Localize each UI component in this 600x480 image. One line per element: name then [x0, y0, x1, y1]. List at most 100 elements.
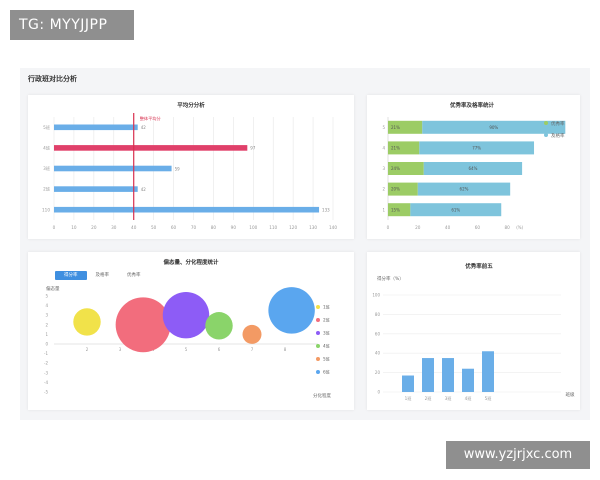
y-tick-label: 5班: [43, 124, 50, 131]
x-tick-label: 0: [387, 225, 390, 230]
x-axis-unit: (%): [516, 225, 523, 230]
x-tick-label: 80: [505, 225, 511, 230]
y-tick-label: 3: [45, 313, 48, 318]
bar-pass: [417, 182, 511, 196]
chart-title: 优秀率及格率统计: [450, 101, 495, 109]
pass-rate-chart: 优秀率及格率统计 0 20 40 60 80 (%) 15% 61% 1 20% 62% 2 24% 64%…: [382, 101, 566, 230]
y-tick-label: 60: [375, 331, 381, 336]
x-tick-label: 140: [329, 225, 337, 230]
y-tick-label: 5: [45, 294, 48, 299]
bar-pass: [419, 141, 535, 155]
x-tick-label: 120: [289, 225, 297, 230]
legend-swatch: [316, 357, 320, 361]
top-five-panel: 优秀率前五 得分率（%） 0 20 40 60 80 100 1班 2班 3班 4班 5班 班级: [367, 252, 580, 410]
excellent-label: 24%: [391, 166, 400, 171]
excellent-label: 15%: [391, 207, 400, 212]
chart-title: 优秀率前五: [465, 262, 493, 270]
x-tick-label: 2班: [425, 395, 432, 402]
legend-label: 2班: [323, 317, 330, 324]
bar-pass: [410, 203, 502, 217]
bar: [54, 206, 320, 213]
y-tick-label: 1: [45, 332, 48, 337]
pass-rate-panel: 优秀率及格率统计 0 20 40 60 80 (%) 15% 61% 1 20% 62% 2 24% 64%…: [367, 95, 580, 239]
chart-title: 偏态量、分化程度统计: [163, 258, 219, 266]
pass-label: 77%: [472, 146, 481, 151]
x-tick-label: 1班: [405, 395, 412, 402]
y-axis-label: 偏态量: [46, 285, 60, 292]
y-axis-label: 得分率（%）: [377, 275, 404, 282]
legend-swatch: [316, 305, 320, 309]
watermark-bottom: www.yzjrjxc.com: [446, 441, 590, 469]
y-tick-label: 4: [45, 303, 48, 308]
legend-swatch: [316, 344, 320, 348]
metric-tab[interactable]: 优秀率: [127, 273, 141, 278]
y-tick-label: 100: [372, 293, 380, 298]
x-axis-label: 班级: [566, 391, 575, 398]
legend-swatch: [316, 318, 320, 322]
y-tick-label: 2班: [43, 186, 50, 193]
x-tick-label: 4班: [465, 395, 472, 402]
bar: [462, 368, 474, 392]
x-tick-label: 2: [86, 347, 89, 352]
y-tick-label: 110: [42, 207, 50, 212]
y-tick-label: 3: [382, 166, 385, 171]
watermark-top: TG: MYYJJPP: [10, 10, 134, 40]
average-score-chart: 平均分分析 0 10 20 30 40 50 60 70 80 90 100 110 120 130 140 1…: [42, 101, 337, 230]
metric-tab[interactable]: 及格率: [95, 273, 110, 278]
y-tick-label: 0: [45, 342, 48, 347]
y-tick-label: -2: [44, 361, 48, 366]
bar-excellent: [388, 120, 423, 134]
legend-swatch: [544, 121, 548, 125]
bar-pass: [422, 120, 566, 134]
metric-tab[interactable]: 得分率: [55, 271, 87, 280]
pass-label: 62%: [460, 187, 469, 192]
x-tick-label: 40: [445, 225, 451, 230]
y-tick-label: 3班: [43, 165, 50, 172]
y-tick-label: 1: [382, 207, 385, 212]
bar-value-label: 42: [141, 187, 147, 192]
excellent-label: 21%: [391, 125, 400, 130]
bar: [402, 375, 414, 392]
bar-value-label: 133: [322, 208, 330, 213]
x-tick-label: 90: [231, 225, 237, 230]
skewness-chart: 偏态量、分化程度统计偏态量543210-1-2-3-4-52345678分化程度…: [44, 258, 331, 399]
bubble: [205, 312, 233, 340]
skewness-panel: 偏态量、分化程度统计偏态量543210-1-2-3-4-52345678分化程度…: [28, 252, 354, 410]
legend-swatch: [544, 133, 548, 137]
bar-value-label: 42: [141, 125, 147, 130]
x-tick-label: 100: [249, 225, 257, 230]
bar: [54, 186, 138, 192]
legend-swatch: [316, 370, 320, 374]
x-tick-label: 0: [53, 225, 56, 230]
pass-label: 61%: [451, 207, 460, 212]
legend-label: 及格率: [551, 132, 565, 139]
legend-label: 1班: [323, 304, 330, 311]
y-tick-label: 2: [382, 187, 385, 192]
bar-excellent: [388, 203, 411, 217]
bar: [54, 165, 172, 172]
bar-excellent: [388, 182, 418, 196]
y-tick-label: 80: [375, 312, 381, 317]
bubble: [73, 308, 101, 336]
legend-label: 优秀率: [551, 120, 565, 127]
x-tick-label: 40: [131, 225, 137, 230]
x-axis-label: 分化程度: [313, 392, 331, 399]
bar-pass: [423, 162, 523, 175]
chart-title: 平均分分析: [177, 101, 205, 109]
legend-label: 4班: [323, 343, 330, 350]
x-tick-label: 130: [309, 225, 317, 230]
y-tick-label: 40: [375, 351, 381, 356]
x-tick-label: 5: [185, 347, 188, 352]
y-tick-label: -5: [44, 390, 48, 395]
x-tick-label: 6: [218, 347, 221, 352]
y-tick-label: 5: [382, 125, 385, 130]
average-score-panel: 平均分分析 0 10 20 30 40 50 60 70 80 90 100 110 120 130 140 1…: [28, 95, 354, 239]
bubble: [115, 297, 171, 353]
page-title: 行政班对比分析: [28, 75, 77, 83]
y-tick-label: 4: [382, 146, 385, 151]
x-tick-label: 10: [71, 225, 77, 230]
metric-tabs: 得分率 及格率 优秀率: [55, 271, 150, 280]
bubble: [268, 287, 315, 334]
pass-label: 90%: [489, 125, 498, 130]
